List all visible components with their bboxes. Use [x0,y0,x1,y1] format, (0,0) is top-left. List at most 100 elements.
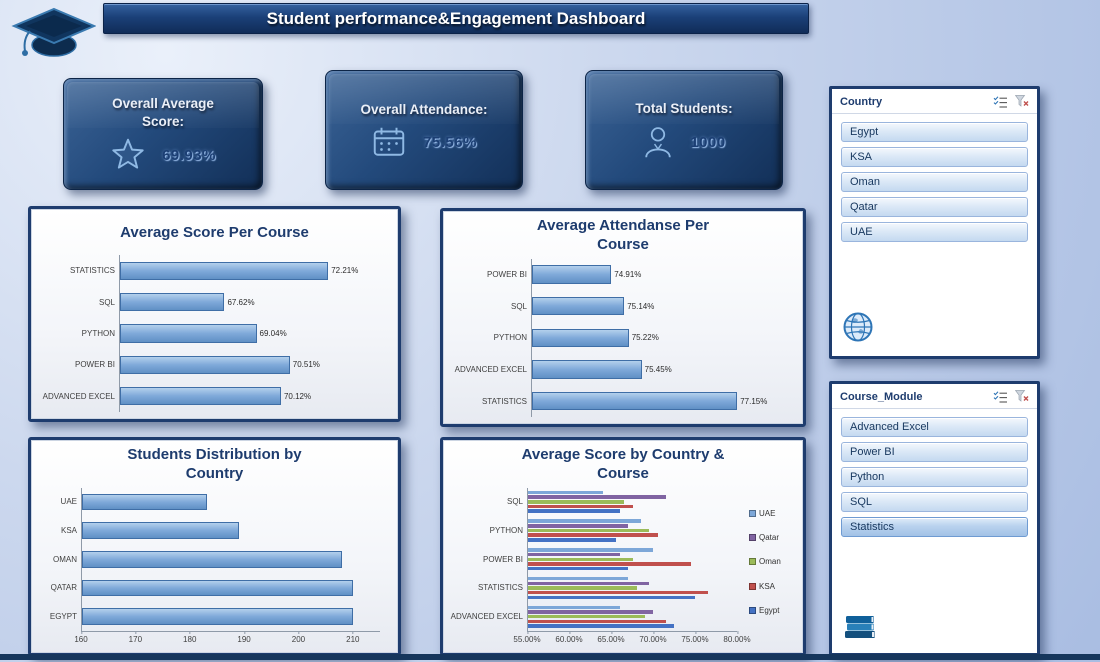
bar-group [528,490,737,513]
chart-row: ADVANCED EXCEL [447,602,745,632]
legend-swatch [749,582,756,590]
multi-select-icon[interactable] [993,95,1008,108]
data-label: 77.15% [740,396,768,406]
bar-uae [528,490,604,495]
student-icon [645,127,671,158]
legend-item-ksa: KSA [749,582,793,591]
bar-qatar [528,610,654,614]
chart-title: Students Distribution by Country [127,446,302,482]
category-label: SQL [506,497,523,507]
bar-egypt [528,509,620,513]
bar-uae [528,605,620,610]
slicer-item-egypt[interactable]: Egypt [841,122,1028,142]
star-icon [112,138,144,169]
plot-area: SQL PYTHON POWER BI STATISTICS ADVANCED EXCE… [447,487,745,632]
legend-label: Qatar [759,533,780,542]
data-label: 67.62% [227,297,255,307]
bar-track: 77.15% [531,385,785,418]
bar-egypt [528,566,629,571]
bar-track [81,602,380,632]
chart-row: POWER BI 74.91% [447,258,793,291]
bar-uae [528,519,641,523]
x-tick-label: 210 [346,631,360,644]
slicer-item-advanced-excel[interactable]: Advanced Excel [841,417,1028,437]
plot-area: STATISTICS 72.21% SQL 67.62% PYTHON 69.04% POW… [35,255,388,413]
data-label: 70.51% [292,360,320,370]
bar-qatar [528,495,666,499]
chart-row: POWER BI 70.51% [35,349,388,381]
chart-row: ADVANCED EXCEL 75.45% [447,353,793,386]
chart-row: OMAN [35,544,388,574]
bar-track: 74.91% [531,258,785,291]
chart-area: POWER BI 74.91% SQL 75.14% PYTHON 75.22% ADVAN… [443,255,803,425]
bar-uae [528,576,629,581]
chart-row: EGYPT [35,602,388,632]
category-label: ADVANCED EXCEL [450,612,523,622]
bar-group [528,576,737,600]
data-label: 72.21% [331,266,359,276]
chart-title: Average Score Per Course [120,223,309,241]
category-label: POWER BI [482,554,523,564]
x-tick-label: 180 [183,631,197,644]
category-label: SQL [510,301,527,311]
slicer-item-python[interactable]: Python [841,467,1028,487]
category-label: STATISTICS [477,583,523,593]
slicer-item-power-bi[interactable]: Power BI [841,442,1028,462]
legend-item-qatar: Qatar [749,533,793,542]
multi-select-icon[interactable] [993,390,1008,403]
bar-statistics [532,391,738,411]
bar-track: 75.22% [531,321,785,354]
slicer-item-uae[interactable]: UAE [841,222,1028,242]
category-label: PYTHON [489,526,523,536]
chart-row: STATISTICS [447,573,745,603]
slicer-item-qatar[interactable]: Qatar [841,197,1028,217]
bar-egypt [528,595,696,600]
bar-track: 75.14% [531,290,785,322]
chart-area: SQL PYTHON POWER BI STATISTICS ADVANCED EXCE… [447,487,751,647]
data-label: 75.22% [631,333,659,343]
chart-row: PYTHON 75.22% [447,321,793,354]
legend-item-oman: Oman [749,557,793,566]
slicer-item-sql[interactable]: SQL [841,492,1028,512]
slicer-item-list: Advanced Excel Power BI Python SQL Statistic… [832,409,1037,545]
x-tick-label: 170 [128,631,143,644]
page-title: Student performance&Engagement Dashboard [266,8,646,28]
category-label: UAE [60,497,77,507]
bottom-border [0,654,1100,660]
bar-track [527,544,737,574]
bar-uae [82,493,207,511]
x-tick-label: 55.00% [513,631,541,644]
slicer-title: Country [840,95,883,108]
slicer-item-ksa[interactable]: KSA [841,147,1028,167]
bar-python [532,328,629,347]
kpi-value: 69.93% [162,146,216,164]
category-label: PYTHON [493,333,527,343]
clear-filter-icon[interactable] [1015,95,1029,108]
bar-track [527,602,737,632]
chart-row: SQL 75.14% [447,290,793,322]
legend-swatch [749,509,756,517]
bar-python [120,324,257,343]
kpi-value: 75.56% [423,133,477,151]
bar-track [527,487,737,517]
bar-oman [528,557,633,561]
kpi-label: Overall Attendance: [360,101,488,117]
category-label: KSA [60,526,77,536]
slicer-title: Course_Module [840,390,923,403]
globe-icon [843,312,873,342]
category-label: POWER BI [74,360,115,370]
chart-title: Average Attendanse Per Course [536,217,710,253]
x-tick-label: 80.00% [723,631,751,644]
legend-label: UAE [759,508,776,518]
course-module-slicer: Course_Module Advanced Excel Power BI Pyth… [829,381,1040,656]
slicer-item-oman[interactable]: Oman [841,172,1028,192]
x-tick-label: 200 [291,631,306,644]
data-label: 74.91% [614,269,642,279]
bar-statistics [120,261,329,280]
bar-group [528,605,737,628]
slicer-item-statistics[interactable]: Statistics [841,517,1028,537]
data-label: 75.14% [627,301,655,311]
dashboard-title-banner: Student performance&Engagement Dashboard [103,3,809,34]
clear-filter-icon[interactable] [1015,390,1029,403]
kpi-card-overall-attendance: Overall Attendance: 75.56% [325,70,523,190]
